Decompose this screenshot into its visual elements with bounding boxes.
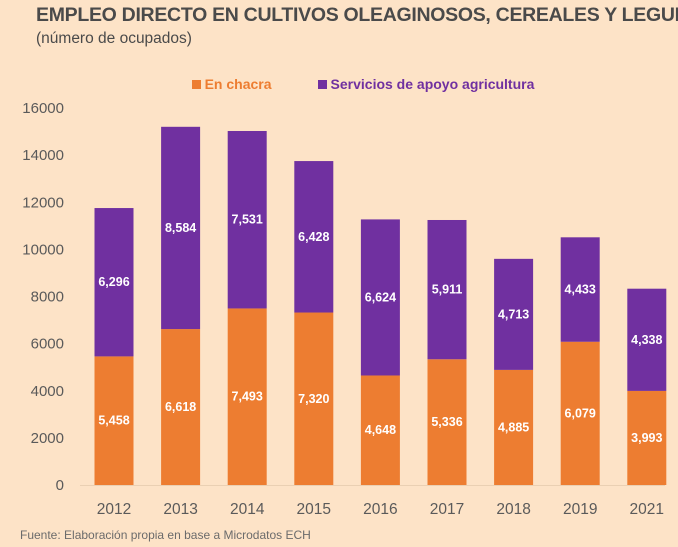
- y-tick-label: 4000: [31, 383, 64, 400]
- legend-swatch-en-chacra: [191, 79, 201, 89]
- data-label: 4,648: [365, 423, 396, 437]
- y-tick-label: 8000: [31, 289, 64, 306]
- chart-subtitle: (número de ocupados): [36, 30, 192, 47]
- legend-swatch-servicios: [317, 79, 327, 89]
- legend-item-en-chacra: En chacra: [191, 76, 272, 92]
- data-label: 7,320: [298, 392, 329, 406]
- data-label: 4,713: [498, 307, 529, 321]
- legend-label-servicios: Servicios de apoyo agricultura: [330, 76, 535, 92]
- bar-servicios-2012: [94, 208, 134, 357]
- chart-title: EMPLEO DIRECTO EN CULTIVOS OLEAGINOSOS, …: [36, 4, 678, 26]
- bar-servicios-2021: [627, 288, 667, 391]
- y-axis: 0 2000 4000 6000 8000 10000 12000 14000 16000: [22, 100, 64, 494]
- data-label: 7,493: [232, 390, 263, 404]
- bar-servicios-2014: [227, 130, 267, 309]
- y-tick-label: 12000: [22, 194, 64, 211]
- x-tick-label: 2013: [163, 501, 197, 518]
- bar-en-chacra-2018: [494, 369, 534, 485]
- x-tick-label: 2017: [430, 501, 464, 518]
- y-tick-label: 2000: [31, 430, 64, 447]
- bar-en-chacra-2012: [94, 356, 134, 485]
- y-tick-label: 16000: [22, 100, 64, 117]
- bar-en-chacra-2014: [227, 308, 267, 485]
- bar-en-chacra-2015: [294, 312, 334, 485]
- data-label: 6,296: [98, 275, 129, 289]
- data-label: 6,618: [165, 400, 196, 414]
- data-label: 7,531: [232, 213, 263, 227]
- bars: 5,458 6,296 6,618 8,584 7,493 7,531 7,320 6,428…: [94, 126, 667, 485]
- x-tick-label: 2021: [630, 501, 664, 518]
- bar-servicios-2016: [360, 219, 400, 376]
- bar-en-chacra-2017: [427, 359, 467, 485]
- bar-servicios-2013: [161, 126, 201, 330]
- legend-label-en-chacra: En chacra: [204, 76, 272, 92]
- data-label: 5,336: [431, 415, 462, 429]
- source-note: Fuente: Elaboración propia en base a Mic…: [20, 528, 311, 542]
- data-label: 4,885: [498, 420, 529, 434]
- data-label: 4,338: [631, 333, 662, 347]
- legend-item-servicios: Servicios de apoyo agricultura: [317, 76, 535, 92]
- data-label: 6,079: [565, 406, 596, 420]
- bar-en-chacra-2021: [627, 390, 667, 485]
- x-tick-label: 2012: [97, 501, 131, 518]
- data-label: 5,458: [98, 414, 129, 428]
- y-tick-label: 10000: [22, 241, 64, 258]
- x-tick-label: 2014: [230, 501, 265, 518]
- y-tick-label: 6000: [31, 336, 64, 353]
- legend: En chacra Servicios de apoyo agricultura: [0, 76, 678, 92]
- y-tick-label: 0: [56, 477, 64, 494]
- x-tick-label: 2015: [297, 501, 331, 518]
- data-label: 8,584: [165, 221, 196, 235]
- bar-servicios-2018: [494, 258, 534, 370]
- x-tick-label: 2018: [496, 501, 530, 518]
- data-label: 6,624: [365, 290, 396, 304]
- bar-servicios-2019: [560, 237, 600, 342]
- bar-en-chacra-2019: [560, 341, 600, 485]
- data-label: 3,993: [631, 431, 662, 445]
- y-tick-label: 14000: [22, 147, 64, 164]
- bar-en-chacra-2016: [360, 375, 400, 485]
- bar-servicios-2015: [294, 161, 334, 313]
- x-tick-label: 2019: [563, 501, 597, 518]
- x-axis: 2012 2013 2014 2015 2016 2017 2018 2019 2021: [97, 501, 664, 518]
- x-tick-label: 2016: [363, 501, 397, 518]
- data-label: 4,433: [565, 283, 596, 297]
- bar-servicios-2017: [427, 219, 467, 360]
- bar-en-chacra-2013: [161, 329, 201, 485]
- data-label: 5,911: [432, 283, 463, 297]
- data-label: 6,428: [298, 230, 329, 244]
